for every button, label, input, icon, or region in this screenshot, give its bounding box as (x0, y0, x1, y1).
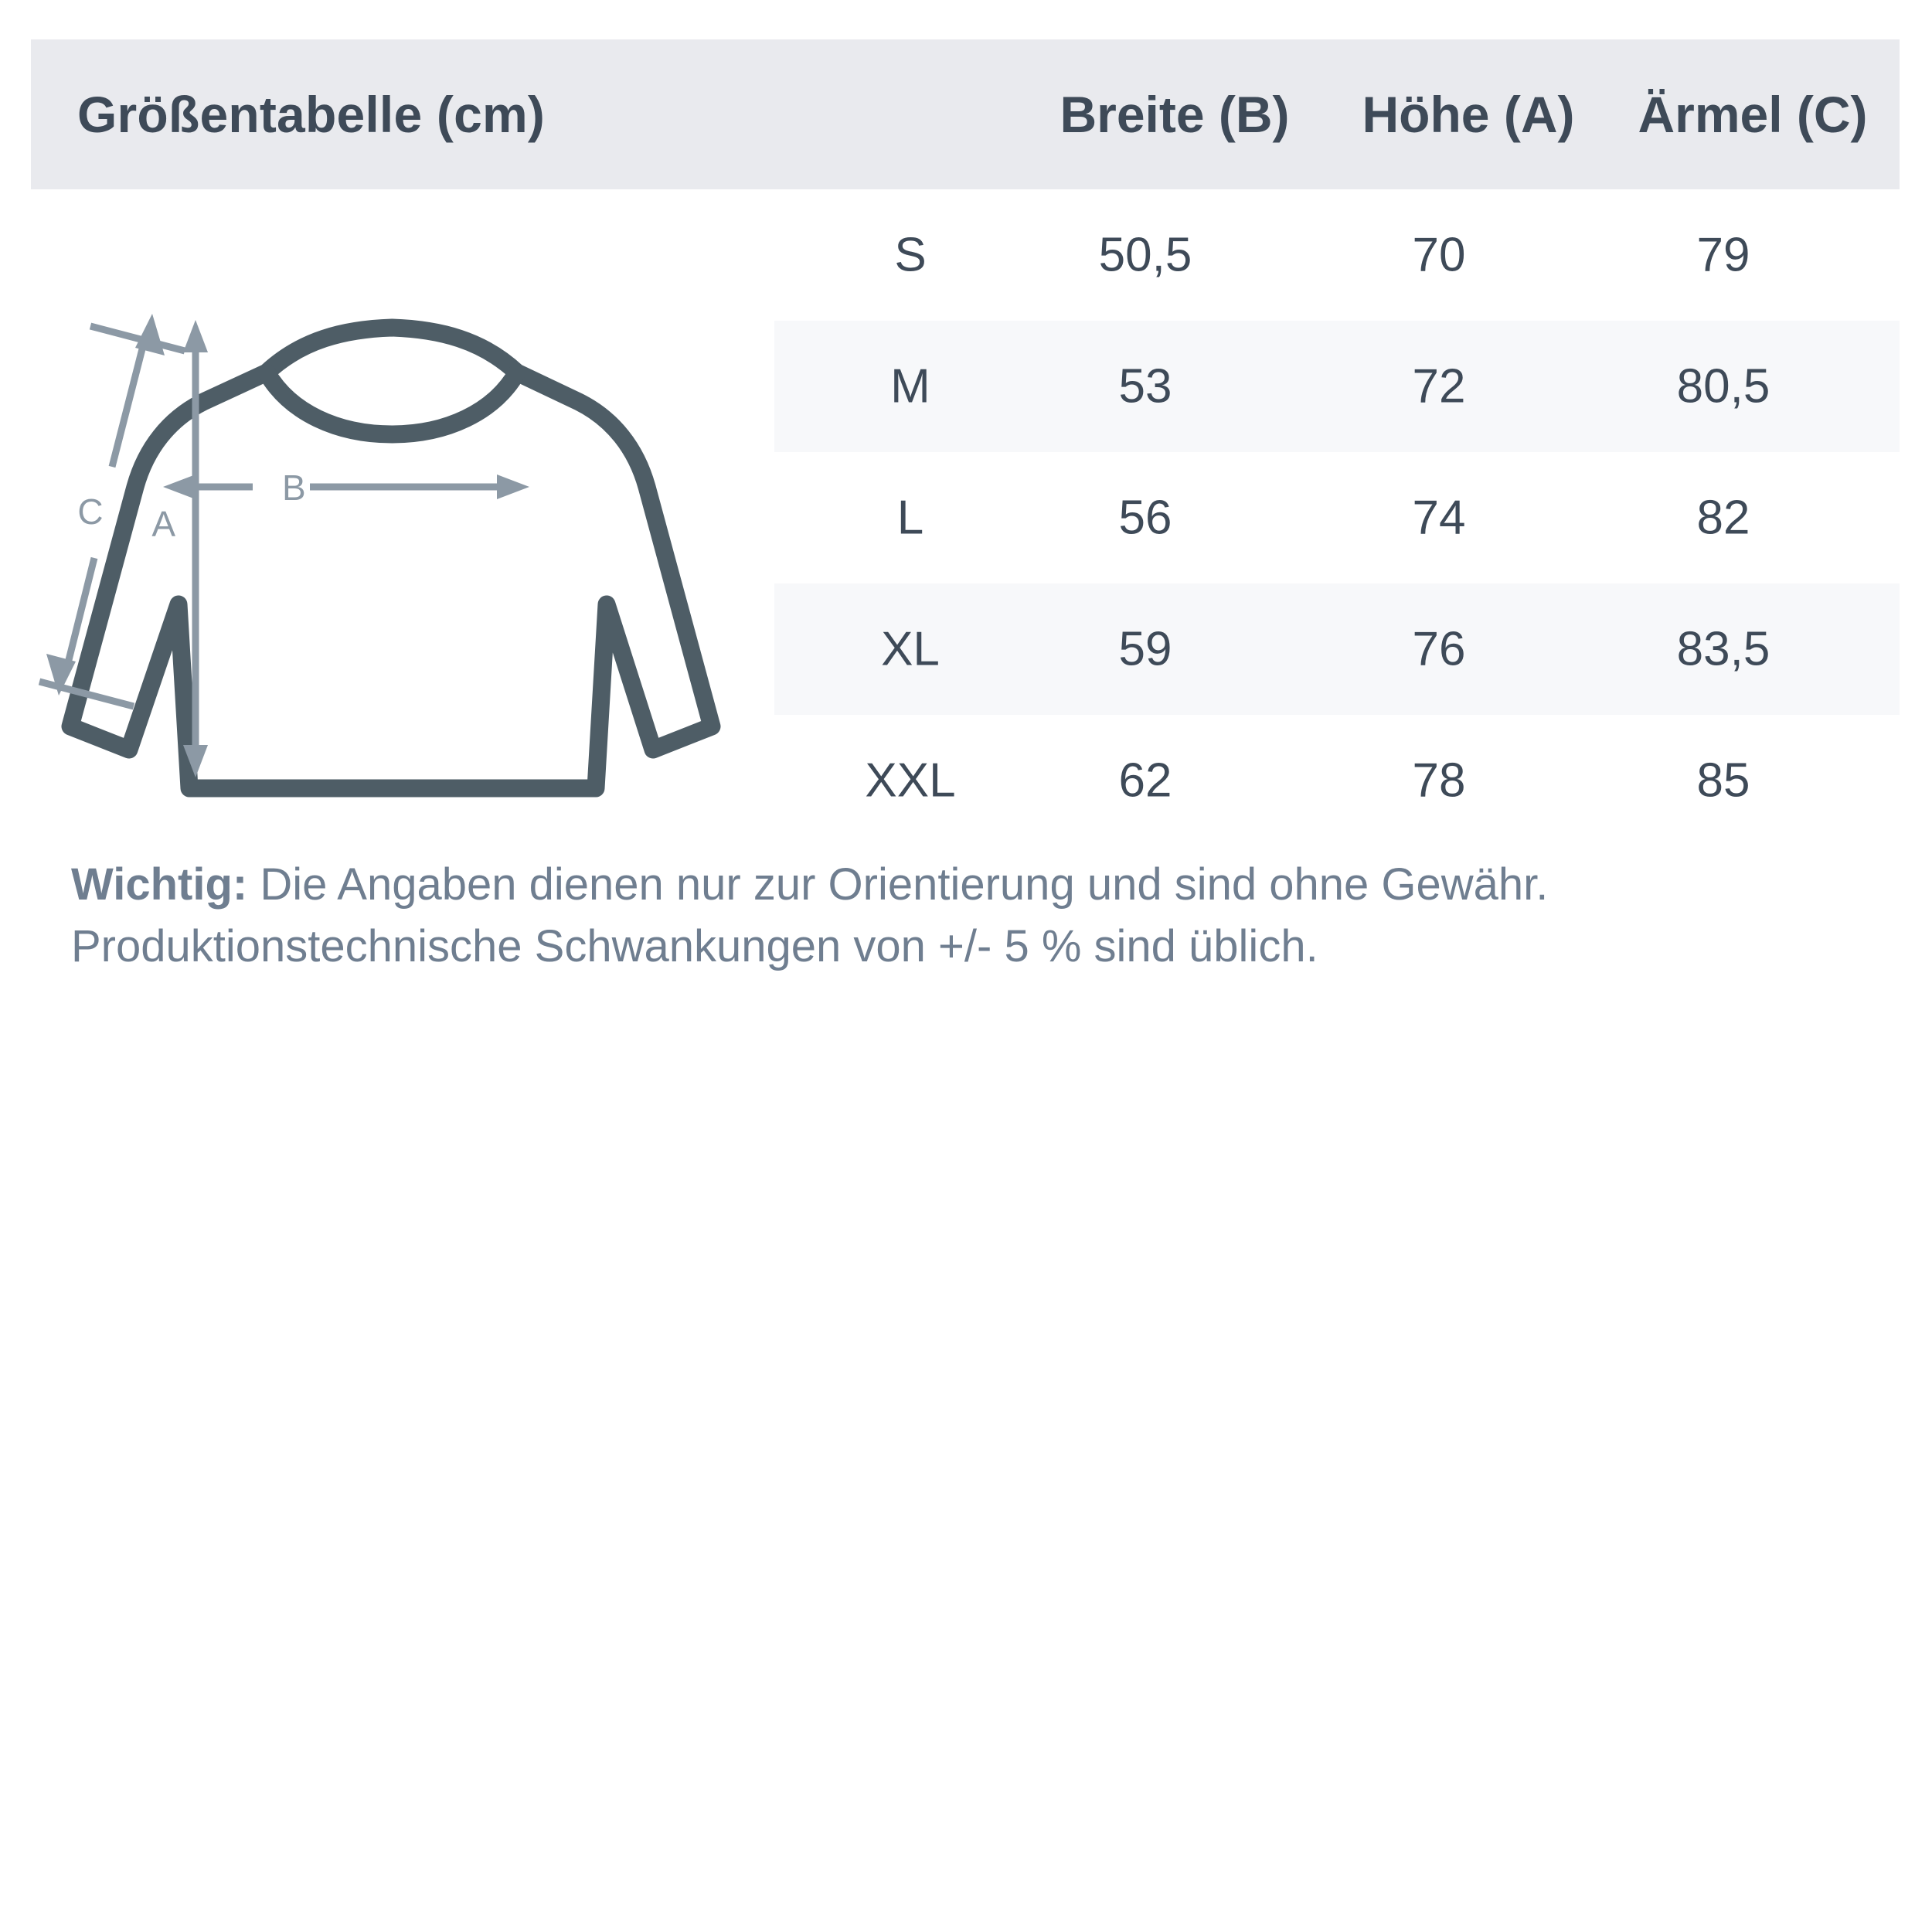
disclaimer-note: Wichtig: Die Angaben dienen nur zur Orie… (71, 854, 1864, 978)
column-header-hoehe: Höhe (A) (1362, 86, 1575, 143)
cell-size: S (894, 228, 927, 282)
cell-aermel: 80,5 (1676, 359, 1770, 413)
cell-breite: 50,5 (1098, 228, 1192, 282)
column-header-group: Breite (B) Höhe (A) Ärmel (C) (804, 39, 1900, 189)
disclaimer-line-2: Produktionstechnische Schwankungen von +… (71, 921, 1318, 972)
cell-aermel: 82 (1696, 491, 1750, 545)
cell-hoehe: 72 (1412, 359, 1466, 413)
dimension-arrow-a (183, 320, 208, 777)
sweatshirt-icon (61, 318, 721, 798)
cell-aermel: 85 (1696, 753, 1750, 808)
table-row: XL 59 76 83,5 (774, 583, 1900, 715)
cell-aermel: 79 (1696, 228, 1750, 282)
table-row: S 50,5 70 79 (774, 189, 1900, 321)
column-header-breite: Breite (B) (1060, 86, 1290, 143)
size-table-body: S 50,5 70 79 M 53 72 80,5 L 56 74 82 XL … (774, 189, 1900, 846)
cell-size: XXL (865, 753, 956, 808)
cell-breite: 62 (1118, 753, 1172, 808)
cell-breite: 59 (1118, 622, 1172, 676)
dimension-label-a: A (151, 504, 175, 544)
disclaimer-line-1: Die Angaben dienen nur zur Orientierung … (247, 859, 1549, 910)
table-header-band: Größentabelle (cm) Breite (B) Höhe (A) Ä… (31, 39, 1900, 189)
dimension-arrow-c (38, 314, 186, 710)
cell-breite: 53 (1118, 359, 1172, 413)
table-row: L 56 74 82 (774, 452, 1900, 583)
cell-hoehe: 70 (1412, 228, 1466, 282)
column-header-aermel: Ärmel (C) (1638, 86, 1868, 143)
dimension-label-c: C (77, 492, 103, 532)
cell-size: M (890, 359, 930, 413)
garment-measurement-diagram: B A C (35, 255, 777, 819)
cell-aermel: 83,5 (1676, 622, 1770, 676)
dimension-label-b: B (282, 468, 306, 508)
disclaimer-label: Wichtig: (71, 859, 248, 910)
cell-hoehe: 74 (1412, 491, 1466, 545)
dimension-arrow-b (163, 474, 529, 499)
cell-hoehe: 78 (1412, 753, 1466, 808)
page-title: Größentabelle (cm) (77, 86, 546, 143)
cell-size: L (896, 491, 924, 545)
cell-breite: 56 (1118, 491, 1172, 545)
cell-hoehe: 76 (1412, 622, 1466, 676)
cell-size: XL (881, 622, 940, 676)
table-row: M 53 72 80,5 (774, 321, 1900, 452)
table-row: XXL 62 78 85 (774, 715, 1900, 846)
